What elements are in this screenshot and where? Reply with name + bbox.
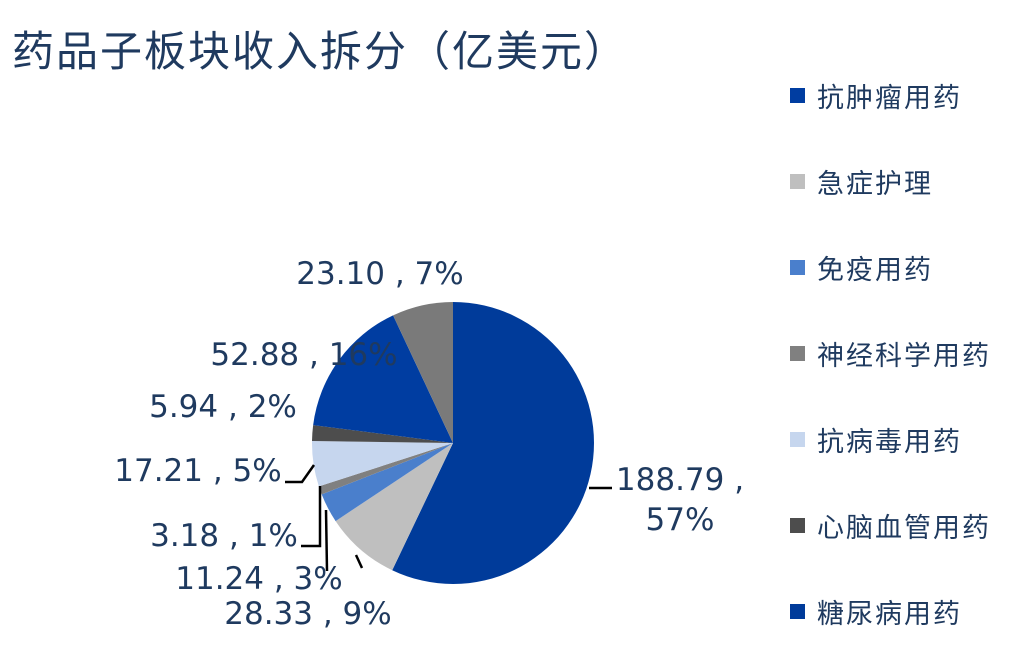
pie-slice [392, 302, 594, 584]
legend-swatch [790, 259, 805, 275]
legend-item-antiviral: 抗病毒用药 [790, 396, 1020, 482]
legend-label: 糖尿病用药 [817, 598, 962, 630]
data-label: 5.94 , 2% [149, 389, 297, 425]
legend-label: 心脑血管用药 [817, 512, 991, 544]
legend-swatch [790, 173, 805, 189]
leader-line [285, 464, 316, 484]
legend-item-cardiovascular: 心脑血管用药 [790, 482, 1020, 568]
legend-item-neuroscience: 神经科学用药 [790, 310, 1020, 396]
data-label: 11.24 , 3% [175, 561, 343, 597]
data-label: 17.21 , 5% [114, 453, 282, 489]
pie-slice [321, 443, 453, 522]
legend-label: 抗肿瘤用药 [817, 82, 962, 114]
legend-label: 急症护理 [817, 168, 933, 200]
pie-chart: 188.79 , 57% 28.33 , 9%11.24 , 3% 3.18 , 1%… [114, 256, 744, 632]
legend-item-oncology: 抗肿瘤用药 [790, 52, 1020, 138]
legend-item-immunology: 免疫用药 [790, 224, 1020, 310]
data-label: 188.79 , 57% [616, 462, 744, 538]
pie-slice [311, 441, 453, 487]
legend-item-acute-care: 急症护理 [790, 138, 1020, 224]
legend-item-diabetes: 糖尿病用药 [790, 568, 1020, 654]
leader-line [324, 509, 329, 572]
pie-slice [313, 315, 453, 443]
legend-swatch [790, 517, 805, 533]
pie-slice [335, 443, 453, 571]
legend-swatch [790, 345, 805, 361]
legend-label: 神经科学用药 [817, 340, 991, 372]
pie-slice [312, 425, 453, 443]
legend-label: 抗病毒用药 [817, 426, 962, 458]
leader-line [301, 486, 322, 548]
pie-slice [393, 302, 453, 443]
data-label: 28.33 , 9% [224, 596, 392, 632]
legend-swatch [790, 603, 805, 619]
legend-swatch [790, 431, 805, 447]
data-label: 23.10 , 7% [296, 256, 464, 292]
legend-label: 免疫用药 [817, 254, 933, 286]
chart-legend: 抗肿瘤用药 急症护理 免疫用药 神经科学用药 抗病毒用药 心脑血管用药 糖尿病用… [790, 52, 1020, 654]
data-label: 52.88 , 16% [210, 337, 397, 373]
chart-title: 药品子板块收入拆分（亿美元） [12, 27, 629, 76]
data-label: 3.18 , 1% [150, 518, 298, 554]
pie-slice [318, 443, 453, 495]
leader-line [354, 554, 364, 569]
legend-swatch [790, 87, 805, 103]
